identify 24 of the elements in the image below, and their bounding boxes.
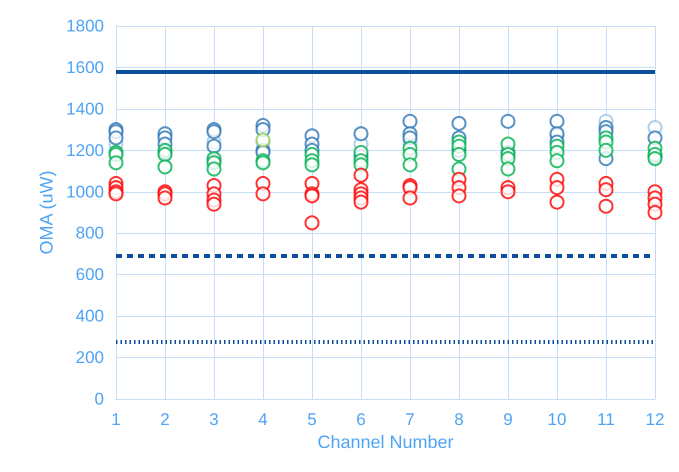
y-tick-label: 800 [76, 224, 104, 243]
x-tick-label: 7 [405, 410, 415, 429]
x-tick-label: 9 [503, 410, 513, 429]
y-tick-label: 1600 [66, 58, 104, 77]
x-tick-label: 4 [258, 410, 268, 429]
x-tick-label: 1 [111, 410, 121, 429]
x-tick-label: 8 [454, 410, 464, 429]
x-axis-title: Channel Number [317, 432, 454, 452]
y-tick-label: 1200 [66, 140, 104, 160]
y-tick-label: 1800 [66, 16, 104, 36]
y-tick-label: 1400 [66, 99, 104, 118]
y-tick-label: 200 [76, 348, 104, 368]
y-tick-label: 400 [76, 306, 104, 326]
y-tick-label: 1000 [66, 182, 104, 202]
x-tick-label: 3 [209, 410, 219, 429]
x-tick-label: 10 [548, 410, 566, 429]
x-tick-label: 6 [356, 410, 366, 429]
y-tick-label: 600 [76, 265, 104, 284]
x-tick-label: 2 [160, 410, 170, 429]
x-tick-label: 12 [646, 410, 664, 429]
x-tick-label: 11 [597, 410, 615, 429]
y-axis-title: OMA (uW) [36, 170, 56, 254]
y-tick-label: 0 [94, 390, 104, 408]
x-tick-label: 5 [307, 410, 317, 429]
